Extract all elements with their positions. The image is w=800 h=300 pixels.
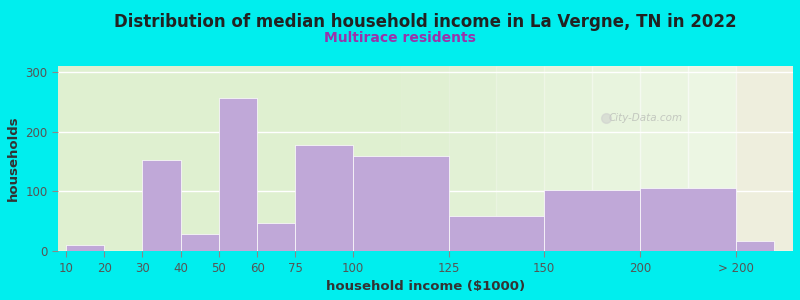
Bar	[544, 66, 592, 251]
Y-axis label: households: households	[7, 116, 20, 201]
Bar	[142, 160, 181, 251]
Bar	[181, 234, 219, 251]
Bar	[497, 66, 544, 251]
Text: City-Data.com: City-Data.com	[609, 113, 683, 123]
Bar	[353, 156, 449, 251]
Bar	[295, 145, 353, 251]
Title: Distribution of median household income in La Vergne, TN in 2022: Distribution of median household income …	[114, 13, 737, 31]
Text: Multirace residents: Multirace residents	[324, 31, 476, 44]
Bar	[736, 66, 793, 251]
Bar	[449, 66, 497, 251]
Bar	[688, 66, 736, 251]
X-axis label: household income ($1000): household income ($1000)	[326, 280, 525, 293]
Bar	[219, 98, 257, 251]
Bar	[449, 217, 544, 251]
Bar	[66, 245, 104, 251]
Bar	[736, 241, 774, 251]
Bar	[353, 66, 401, 251]
Bar	[544, 190, 640, 251]
Bar	[640, 66, 688, 251]
Bar	[640, 188, 736, 251]
Bar	[592, 66, 640, 251]
Bar	[257, 223, 295, 251]
Bar	[401, 66, 449, 251]
